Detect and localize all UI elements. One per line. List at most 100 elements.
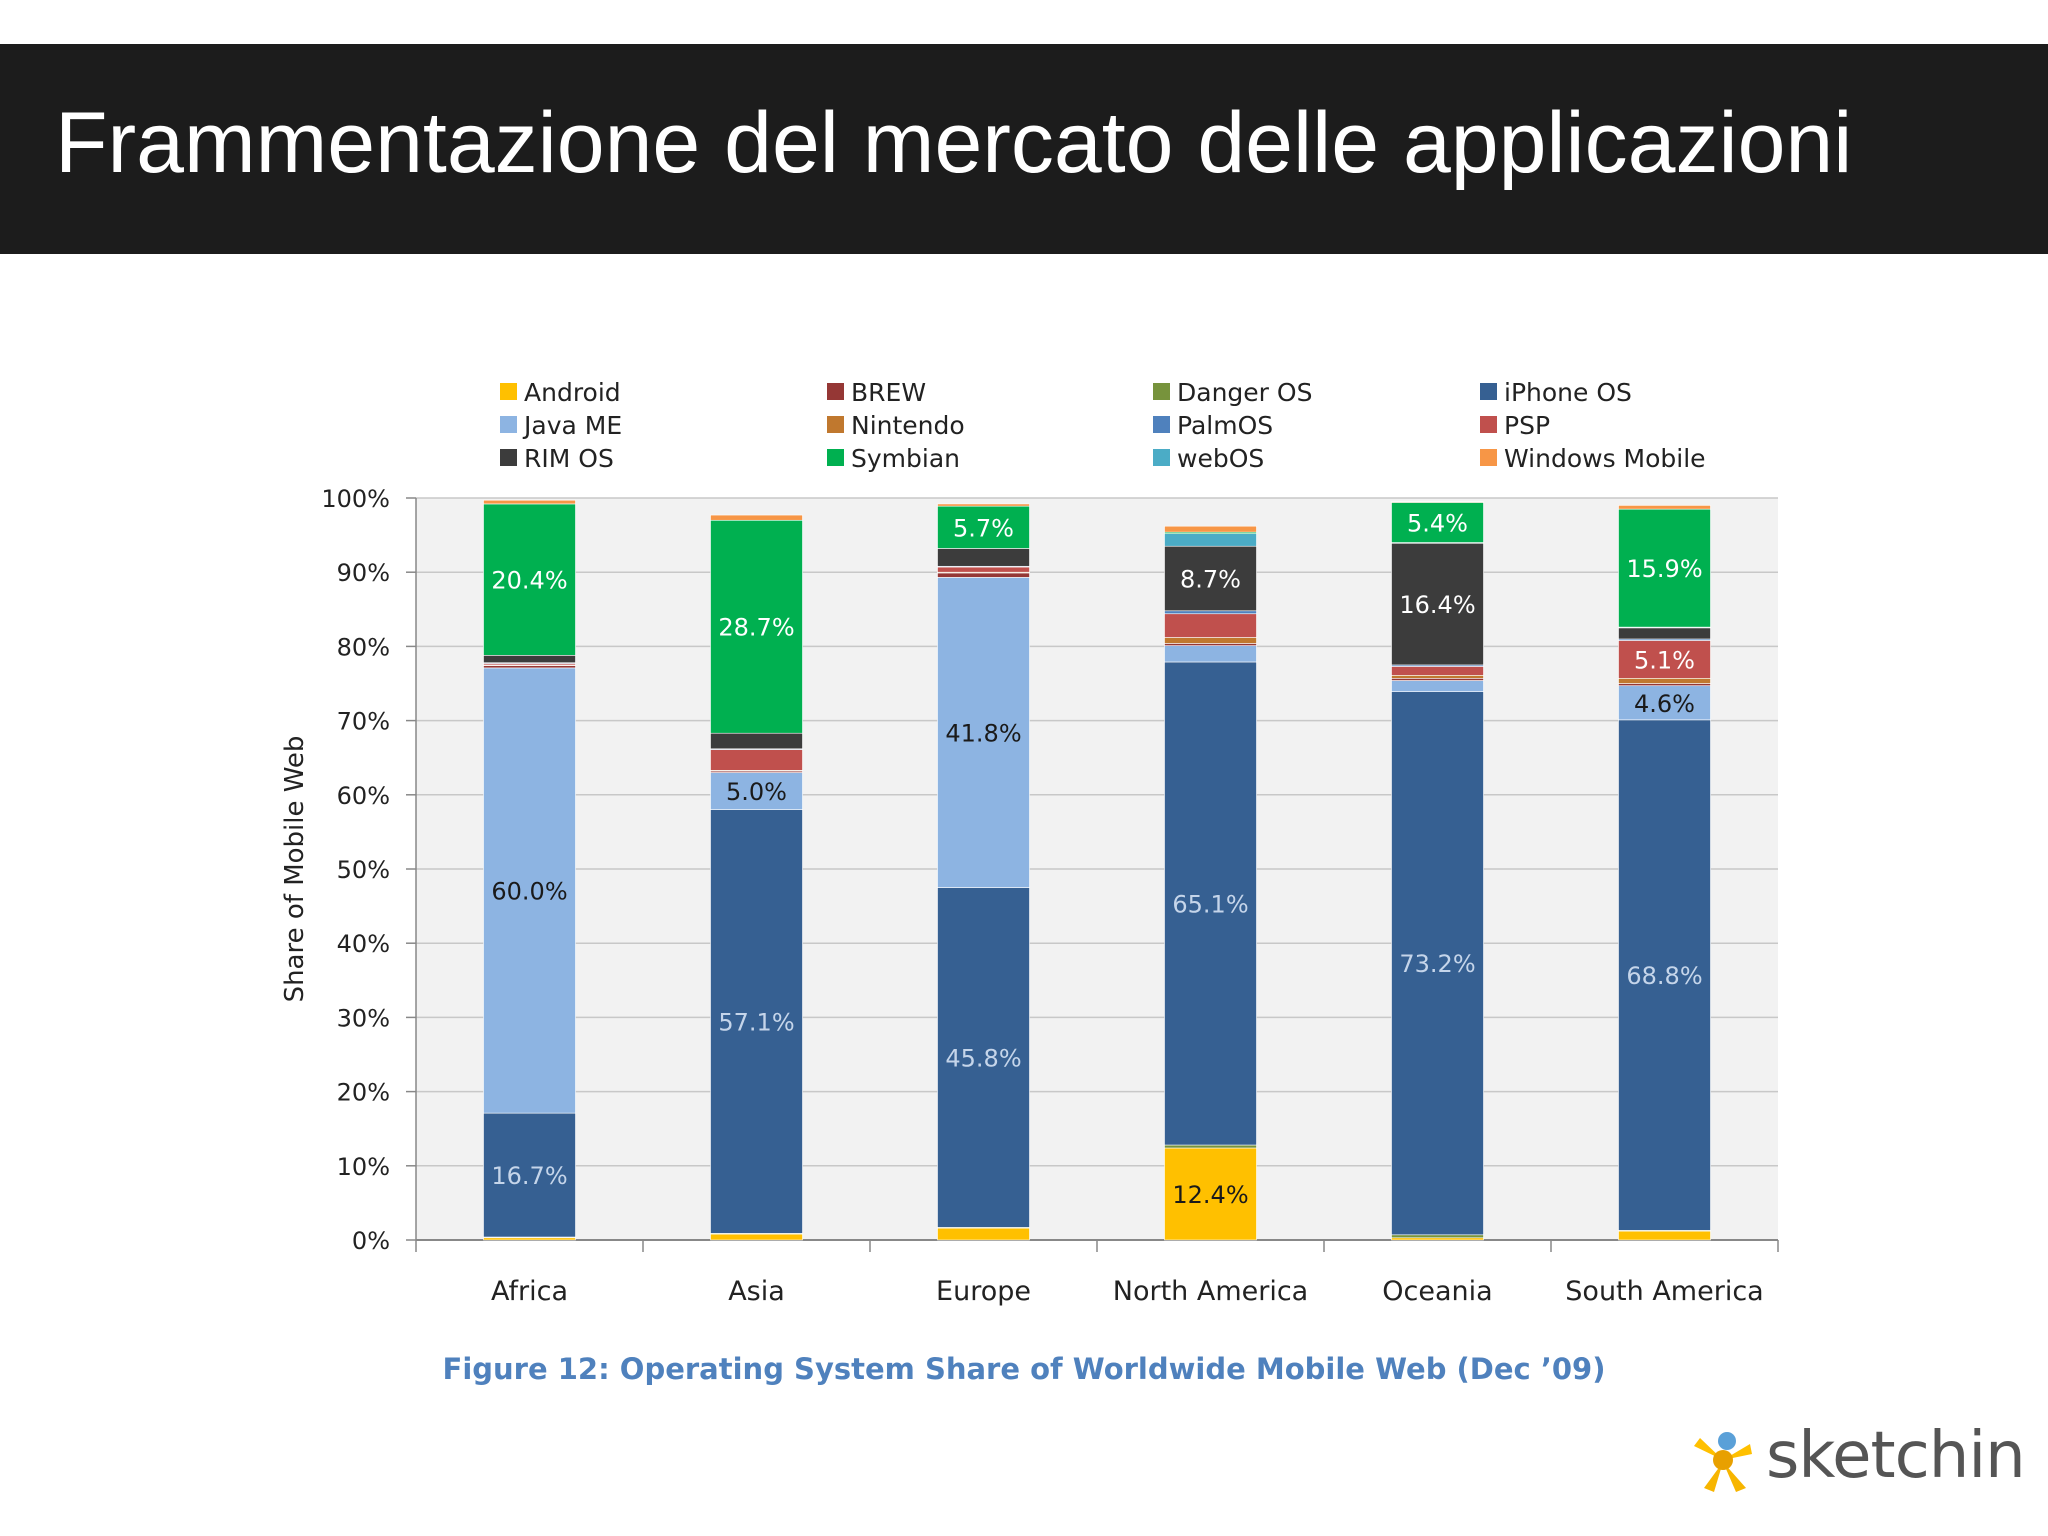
data-label-south-america-java-me: 4.6% — [1634, 690, 1695, 718]
data-label-south-america-psp: 5.1% — [1634, 646, 1695, 674]
y-tick-label: 0% — [352, 1227, 390, 1255]
legend-swatch-rim-os — [500, 449, 517, 466]
legend-swatch-webos — [1153, 449, 1170, 466]
legend-label-brew: BREW — [851, 378, 926, 407]
bar-north-america-nintendo — [1164, 637, 1257, 644]
bar-asia-java-me — [710, 772, 803, 810]
bar-asia-android — [710, 1233, 803, 1241]
bar-africa-brew — [483, 665, 576, 669]
x-tick-label: South America — [1565, 1276, 1763, 1307]
data-label-asia-symbian: 28.7% — [718, 614, 794, 642]
y-tick-label: 90% — [337, 559, 390, 587]
bar-north-america-iphone-os — [1164, 661, 1257, 1146]
bar-oceania-brew — [1391, 678, 1484, 681]
bar-asia-psp — [710, 749, 803, 771]
bar-south-america-symbian — [1618, 508, 1711, 628]
legend-swatch-android — [500, 383, 517, 400]
bar-africa-iphone-os — [483, 1112, 576, 1238]
legend-label-symbian: Symbian — [851, 444, 960, 473]
bar-north-america-brew — [1164, 643, 1257, 646]
data-label-africa-iphone-os: 16.7% — [491, 1162, 567, 1190]
y-tick-label: 70% — [337, 708, 390, 736]
bar-africa-windows-mobile — [483, 499, 576, 505]
bar-south-america-java-me — [1618, 685, 1711, 721]
slide-header — [0, 44, 2048, 254]
legend-swatch-psp — [1480, 416, 1497, 433]
data-label-oceania-rim-os: 16.4% — [1399, 591, 1475, 619]
legend-label-windows-mobile: Windows Mobile — [1504, 444, 1706, 473]
data-label-europe-symbian: 5.7% — [953, 514, 1014, 542]
bar-europe-iphone-os — [937, 887, 1030, 1228]
bar-south-america-rim-os — [1618, 627, 1711, 640]
bar-asia-iphone-os — [710, 809, 803, 1234]
data-label-north-america-iphone-os: 65.1% — [1172, 891, 1248, 919]
y-tick-label: 50% — [337, 856, 390, 884]
data-label-africa-java-me: 60.0% — [491, 878, 567, 906]
bar-north-america-palmos — [1164, 610, 1257, 615]
data-label-north-america-android: 12.4% — [1172, 1181, 1248, 1209]
y-tick-label: 60% — [337, 782, 390, 810]
legend-swatch-palmos — [1153, 416, 1170, 433]
legend-swatch-java-me — [500, 416, 517, 433]
data-label-europe-java-me: 41.8% — [945, 719, 1021, 747]
data-label-oceania-iphone-os: 73.2% — [1399, 950, 1475, 978]
bar-oceania-windows-mobile — [1391, 501, 1484, 503]
bar-south-america-android — [1618, 1230, 1711, 1241]
data-label-south-america-symbian: 15.9% — [1626, 555, 1702, 583]
bar-oceania-android — [1391, 1237, 1484, 1241]
y-axis-label: Share of Mobile Web — [280, 736, 310, 1003]
bar-oceania-iphone-os — [1391, 691, 1484, 1236]
bar-europe-android — [937, 1227, 1030, 1241]
bar-africa-rim-os — [483, 655, 576, 664]
legend-swatch-symbian — [827, 449, 844, 466]
bar-north-america-psp — [1164, 613, 1257, 638]
data-label-south-america-iphone-os: 68.8% — [1626, 962, 1702, 990]
legend-swatch-danger-os — [1153, 383, 1170, 400]
bar-north-america-java-me — [1164, 645, 1257, 663]
data-label-oceania-symbian: 5.4% — [1407, 509, 1468, 537]
legend-label-danger-os: Danger OS — [1177, 378, 1312, 407]
bar-europe-brew — [937, 572, 1030, 578]
y-tick-label: 100% — [321, 485, 390, 513]
bar-africa-symbian — [483, 503, 576, 656]
bar-oceania-symbian — [1391, 502, 1484, 543]
bar-oceania-nintendo — [1391, 675, 1484, 679]
x-tick-label: North America — [1113, 1276, 1308, 1307]
y-tick-label: 40% — [337, 930, 390, 958]
data-label-africa-symbian: 20.4% — [491, 567, 567, 595]
bar-south-america-iphone-os — [1618, 719, 1711, 1231]
legend-swatch-windows-mobile — [1480, 449, 1497, 466]
bar-south-america-psp — [1618, 640, 1711, 679]
x-tick-label: Asia — [728, 1276, 785, 1307]
bar-north-america-danger-os — [1164, 1144, 1257, 1149]
sketchin-star-icon — [1694, 1432, 1752, 1492]
bar-north-america-webos — [1164, 533, 1257, 547]
y-tick-label: 10% — [337, 1153, 390, 1181]
data-label-europe-iphone-os: 45.8% — [945, 1044, 1021, 1072]
bar-south-america-windows-mobile — [1618, 505, 1711, 510]
legend-label-rim-os: RIM OS — [524, 444, 614, 473]
figure-caption: Figure 12: Operating System Share of Wor… — [442, 1352, 1606, 1386]
bar-europe-java-me — [937, 577, 1030, 888]
bar-south-america-brew — [1618, 683, 1711, 687]
bar-europe-psp — [937, 566, 1030, 573]
bar-north-america-rim-os — [1164, 545, 1257, 612]
bar-africa-java-me — [483, 667, 576, 1114]
legend-label-android: Android — [524, 378, 621, 407]
x-tick-label: Europe — [936, 1276, 1031, 1307]
slide-title: Frammentazione del mercato delle applica… — [55, 95, 1853, 191]
legend-label-iphone-os: iPhone OS — [1504, 378, 1632, 407]
legend-label-palmos: PalmOS — [1177, 411, 1273, 440]
bar-north-america-android — [1164, 1147, 1257, 1241]
bar-asia-windows-mobile — [710, 514, 803, 521]
legend-label-webos: webOS — [1177, 444, 1264, 473]
x-tick-label: Africa — [491, 1276, 568, 1307]
legend-swatch-iphone-os — [1480, 383, 1497, 400]
bar-europe-rim-os — [937, 548, 1030, 567]
data-label-asia-java-me: 5.0% — [726, 778, 787, 806]
y-tick-label: 30% — [337, 1004, 390, 1032]
bar-oceania-psp — [1391, 666, 1484, 676]
legend-swatch-nintendo — [827, 416, 844, 433]
legend-label-psp: PSP — [1504, 411, 1550, 440]
